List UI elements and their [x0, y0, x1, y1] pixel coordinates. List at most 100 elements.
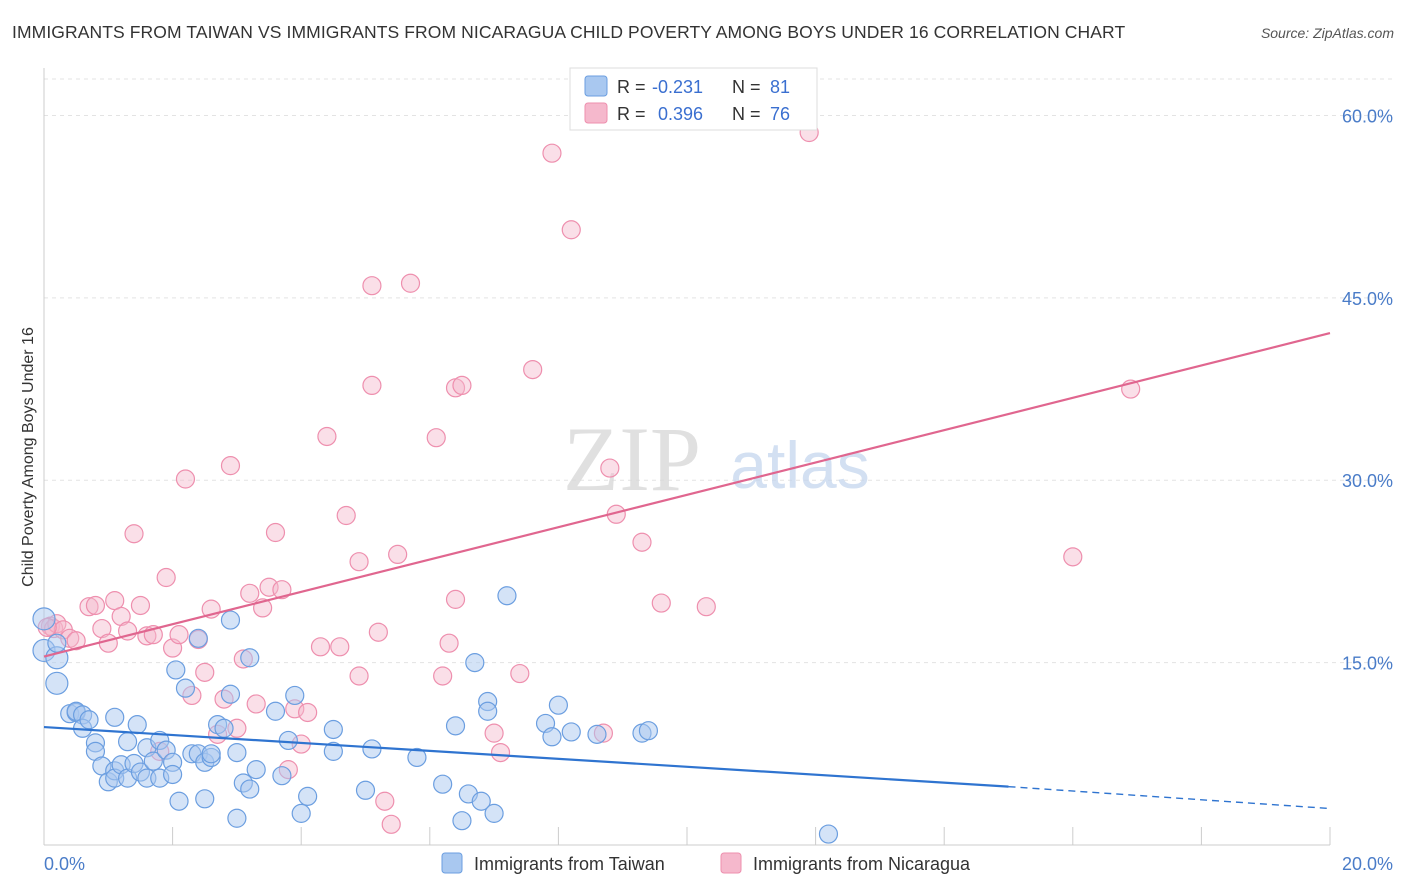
- taiwan-point: [478, 701, 498, 721]
- taiwan-point: [355, 780, 376, 800]
- taiwan-point: [362, 739, 382, 759]
- trend-lines: [43, 332, 1331, 810]
- taiwan-point: [163, 764, 183, 785]
- taiwan-point: [638, 721, 659, 741]
- nicaragua-point: [600, 458, 620, 478]
- taiwan-point: [561, 722, 581, 742]
- taiwan-point: [79, 710, 99, 730]
- taiwan-point: [169, 791, 189, 811]
- bottom-legend: Immigrants from Taiwan Immigrants from N…: [441, 852, 971, 874]
- nicaragua-point: [336, 505, 356, 526]
- taiwan-point: [548, 695, 569, 715]
- taiwan-point: [143, 751, 163, 771]
- taiwan-point: [188, 628, 208, 648]
- nicaragua-point: [651, 593, 671, 613]
- y-axis-label: Child Poverty Among Boys Under 16: [20, 327, 37, 587]
- nicaragua-point: [561, 220, 581, 240]
- nicaragua-point: [388, 544, 408, 565]
- x-tick-label: 20.0%: [1342, 854, 1393, 874]
- taiwan-trend-line: [43, 725, 1009, 788]
- taiwan-point: [818, 824, 839, 844]
- nicaragua-point: [85, 595, 106, 616]
- taiwan-point: [452, 811, 472, 831]
- nicaragua-point: [246, 694, 266, 714]
- nicaragua-point: [433, 666, 453, 686]
- y-tick-label: 45.0%: [1342, 289, 1393, 309]
- nicaragua-point: [272, 580, 292, 600]
- nicaragua-point: [98, 633, 118, 653]
- nicaragua-point: [330, 637, 350, 657]
- taiwan-point: [246, 760, 266, 780]
- nicaragua-point: [349, 552, 369, 572]
- nicaragua-trend-line: [43, 332, 1331, 658]
- taiwan-point: [220, 610, 241, 630]
- nicaragua-point: [310, 637, 331, 657]
- watermark: ZIP atlas: [563, 408, 870, 510]
- taiwan-point: [471, 791, 491, 811]
- nicaragua-point: [445, 589, 466, 609]
- x-tick-label: 0.0%: [44, 854, 85, 874]
- legend-r-label-nicaragua: R =: [617, 104, 646, 124]
- taiwan-point: [298, 786, 318, 806]
- chart-title: IMMIGRANTS FROM TAIWAN VS IMMIGRANTS FRO…: [12, 22, 1126, 42]
- taiwan-trend-extension: [1008, 785, 1331, 810]
- nicaragua-point: [696, 597, 716, 617]
- nicaragua-point: [79, 597, 99, 617]
- taiwan-point: [201, 744, 221, 764]
- legend-n-value-taiwan: 81: [770, 77, 790, 97]
- nicaragua-point: [265, 522, 286, 543]
- taiwan-point: [166, 660, 186, 680]
- nicaragua-point: [426, 428, 446, 448]
- nicaragua-point: [523, 359, 543, 380]
- taiwan-points: [32, 586, 839, 844]
- taiwan-point: [445, 716, 466, 736]
- watermark-zip: ZIP: [563, 408, 701, 510]
- taiwan-point: [407, 747, 427, 768]
- taiwan-point: [484, 803, 504, 823]
- bottom-legend-swatch-nicaragua: [720, 852, 742, 874]
- taiwan-point: [465, 653, 485, 673]
- taiwan-point: [175, 678, 196, 698]
- nicaragua-point: [169, 625, 189, 645]
- y-tick-label: 30.0%: [1342, 471, 1393, 491]
- nicaragua-point: [156, 567, 176, 588]
- nicaragua-point: [220, 456, 241, 476]
- legend-swatch-taiwan: [584, 75, 608, 97]
- bottom-legend-swatch-taiwan: [441, 852, 463, 874]
- bottom-legend-label-nicaragua: Immigrants from Nicaragua: [753, 854, 971, 874]
- legend-r-value-nicaragua: 0.396: [658, 104, 703, 124]
- nicaragua-point: [298, 702, 318, 723]
- taiwan-point: [117, 732, 138, 752]
- legend-box: R = -0.231 N = 81 R = 0.396 N = 76: [569, 67, 818, 131]
- nicaragua-point: [362, 276, 382, 296]
- taiwan-point: [272, 766, 292, 786]
- legend-r-value-taiwan: -0.231: [652, 77, 703, 97]
- nicaragua-point: [632, 532, 652, 552]
- y-tick-label: 60.0%: [1342, 106, 1393, 126]
- legend-swatch-nicaragua: [584, 102, 608, 124]
- taiwan-point: [497, 586, 517, 606]
- taiwan-point: [45, 671, 69, 695]
- nicaragua-point: [349, 666, 369, 686]
- taiwan-point: [323, 719, 343, 740]
- taiwan-point: [265, 701, 286, 721]
- taiwan-point: [227, 808, 247, 828]
- nicaragua-point: [124, 524, 144, 544]
- nicaragua-point: [452, 375, 472, 395]
- nicaragua-point: [490, 742, 511, 763]
- nicaragua-point: [484, 723, 504, 743]
- taiwan-point: [220, 684, 241, 704]
- taiwan-point: [127, 715, 147, 735]
- gridlines: [44, 78, 1392, 664]
- watermark-atlas: atlas: [730, 428, 869, 502]
- taiwan-point: [32, 607, 56, 631]
- nicaragua-point: [375, 791, 395, 811]
- y-tick-label: 15.0%: [1342, 654, 1393, 674]
- taiwan-point: [214, 718, 234, 738]
- taiwan-point: [291, 803, 311, 823]
- taiwan-point: [323, 741, 343, 761]
- nicaragua-point: [362, 375, 382, 395]
- taiwan-point: [195, 789, 215, 809]
- nicaragua-point: [317, 426, 337, 447]
